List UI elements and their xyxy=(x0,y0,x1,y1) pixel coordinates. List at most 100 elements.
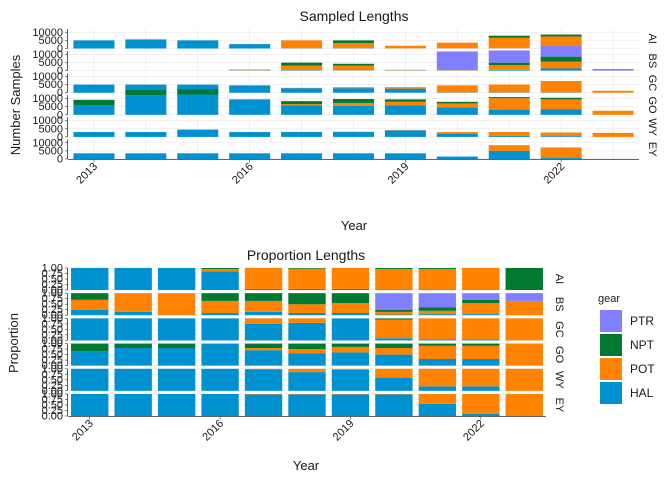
y-tick-label: 0.50 xyxy=(42,324,63,336)
bar-go-2017-npt xyxy=(281,101,323,105)
y-tick-label: 0.75 xyxy=(42,268,63,280)
proportion-lengths-chart: Proportion Lengths Proportion Year 0.000… xyxy=(6,247,565,473)
panel-ey: 0.000.250.500.751.00 EY xyxy=(42,389,565,423)
y-tick-label: 0.00 xyxy=(42,285,63,297)
bar-ai-2014-hal xyxy=(125,39,167,49)
bar-bs-2020-npt xyxy=(375,309,413,312)
bar-go-2017-pot xyxy=(244,348,283,351)
bar-go-2013-npt xyxy=(73,99,115,106)
bar-go-2022-pot xyxy=(540,99,582,110)
bar-ey-2015-hal xyxy=(157,394,196,416)
bar-bs-2022-hal xyxy=(462,314,500,316)
bar-gc-2020-npt xyxy=(375,318,413,320)
y-tick-label: 10000 xyxy=(32,71,63,83)
bar-wy-2022-pot xyxy=(540,132,582,137)
bar-go-2013-hal xyxy=(71,351,109,366)
x-tick-label: 2013 xyxy=(74,161,100,187)
legend-swatch xyxy=(600,310,622,332)
legend-title: gear xyxy=(598,293,620,305)
bar-go-2015-npt xyxy=(177,89,219,95)
bar-go-2017-hal xyxy=(281,105,323,115)
y-tick-label: 0.50 xyxy=(42,274,63,286)
bar-go-2021-hal xyxy=(418,359,457,366)
bar-go-2020-npt xyxy=(436,101,478,104)
bar-wy-2015-hal xyxy=(157,368,196,391)
bar-ai-2017-pot xyxy=(281,40,323,49)
bar-gc-2020-pot xyxy=(436,85,478,93)
bar-bs-2022-pot xyxy=(540,61,582,69)
y-tick-label: 5000 xyxy=(39,123,63,135)
bar-bs-2022-npt xyxy=(540,56,582,62)
facet-label-ai: AI xyxy=(553,274,565,284)
x-tick-label: 2016 xyxy=(230,161,256,187)
y-tick-label: 0.50 xyxy=(42,374,63,386)
bar-ai-2022-pot xyxy=(462,268,500,290)
bar-go-2020-npt xyxy=(375,343,413,348)
bar-go-2014-hal xyxy=(114,348,152,366)
bar-gc-2019-hal xyxy=(331,318,370,341)
bar-bs-2022-pot xyxy=(462,303,500,315)
x-axis-label: Year xyxy=(293,458,320,473)
bar-wy-2021-pot xyxy=(418,368,457,387)
y-tick-label: 5000 xyxy=(39,35,63,47)
bar-bs-2021-ptr xyxy=(418,293,457,308)
bar-wy-2014-hal xyxy=(125,132,167,137)
bar-bs-2021-npt xyxy=(488,62,530,66)
bar-wy-2016-hal xyxy=(229,132,271,137)
y-tick-label: 0 xyxy=(57,43,63,55)
bar-bs-2017-hal xyxy=(244,311,283,316)
bar-go-2022-npt xyxy=(540,97,582,100)
bar-ey-2013-hal xyxy=(73,153,115,159)
bar-gc-2018-pot xyxy=(288,318,326,323)
bar-wy-2022-pot xyxy=(462,368,500,387)
bar-wy-2017-hal xyxy=(244,369,283,391)
y-tick-label: 0.25 xyxy=(42,355,63,367)
bar-go-2016-hal xyxy=(201,343,239,366)
bar-wy-2020-hal xyxy=(375,377,413,391)
facet-label-bs: BS xyxy=(553,297,565,312)
bar-bs-2018-pot xyxy=(288,304,326,313)
y-tick-label: 10000 xyxy=(32,137,63,149)
bar-ey-2016-hal xyxy=(229,153,271,159)
bar-gc-2019-hal xyxy=(384,88,426,93)
bar-bs-2023-ptr xyxy=(592,68,634,71)
bar-bs-2021-ptr xyxy=(488,50,530,63)
facet-label-wy: WY xyxy=(646,118,658,136)
bar-wy-2015-hal xyxy=(177,129,219,137)
bar-wy-2019-pot xyxy=(331,368,370,370)
y-tick-label: 1.00 xyxy=(42,338,63,350)
bar-wy-2023-pot xyxy=(592,132,634,137)
y-tick-label: 0 xyxy=(57,131,63,143)
bar-bs-2022-ptr xyxy=(462,293,500,300)
y-tick-label: 0.00 xyxy=(42,310,63,322)
x-tick-label: 2022 xyxy=(541,161,567,187)
bar-go-2015-hal xyxy=(157,348,196,366)
y-axis-label: Number Samples xyxy=(8,54,23,155)
bar-gc-2022-hal xyxy=(462,339,500,341)
bar-ey-2019-hal xyxy=(384,153,426,159)
bar-ai-2016-hal xyxy=(229,44,271,49)
bar-ey-2019-hal xyxy=(331,394,370,416)
bar-go-2017-pot xyxy=(281,104,323,106)
bar-go-2020-hal xyxy=(436,107,478,115)
bar-ey-2016-hal xyxy=(201,394,239,416)
bar-wy-2021-pot xyxy=(488,132,530,136)
bar-go-2019-hal xyxy=(384,105,426,115)
bar-go-2014-hal xyxy=(125,95,167,115)
bar-bs-2015-pot xyxy=(157,293,196,316)
legend-item-ptr: PTR xyxy=(600,310,654,332)
bar-ai-2021-pot xyxy=(418,269,457,290)
bar-go-2021-npt xyxy=(488,97,530,99)
bar-ey-2021-hal xyxy=(418,403,457,416)
y-tick-label: 0.00 xyxy=(42,385,63,397)
bar-bs-2018-hal xyxy=(288,313,326,316)
bar-wy-2020-hal xyxy=(436,133,478,137)
bar-bs-2021-npt xyxy=(418,307,457,311)
y-tick-label: 0.25 xyxy=(42,405,63,417)
y-tick-label: 0.50 xyxy=(42,349,63,361)
bar-wy-2017-pot xyxy=(244,368,283,370)
